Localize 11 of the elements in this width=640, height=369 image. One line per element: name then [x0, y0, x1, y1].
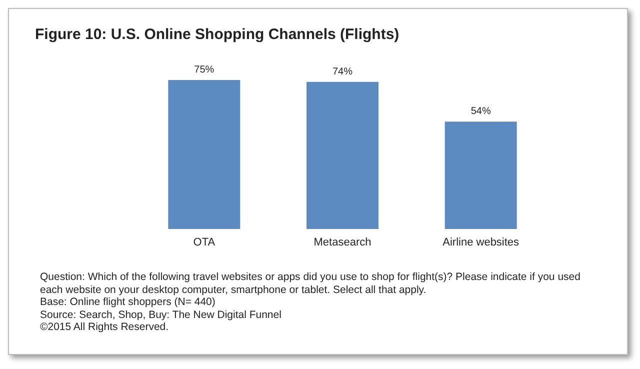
data-label: 54% [470, 106, 491, 118]
data-label: 74% [332, 66, 353, 78]
x-tick-label: Metasearch [314, 236, 372, 248]
text: Question: Which of the following travel websites or apps did you use to shop for flight(s)? Please indicate if you used each website on your desktop computer, smartphone or tablet. Select all that apply. [40, 271, 582, 296]
data-label: 75% [194, 64, 214, 76]
text: Base: Online flight shoppers (N= 440) [40, 296, 216, 308]
chart-title: Figure 10: U.S. Online Shopping Channels (Flights) [35, 26, 400, 43]
x-tick-label: Airline websites [442, 236, 520, 248]
source-note: Source: Search, Shop, Buy: The New Digital Funnel [40, 308, 282, 321]
x-tick-label: OTA [193, 236, 216, 248]
text: ©2015 All Rights Reserved. [40, 321, 170, 334]
